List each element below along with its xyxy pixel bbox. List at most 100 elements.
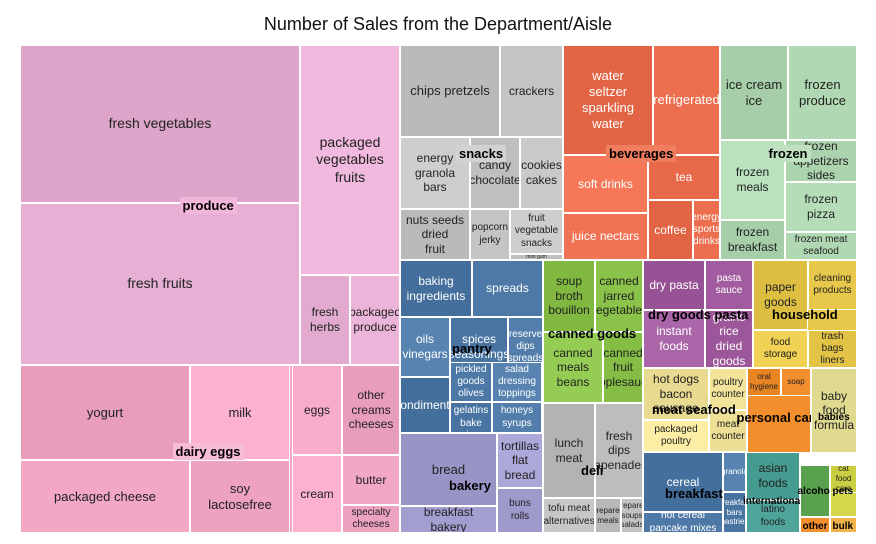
- treemap-cell-oils-vinegars[interactable]: oils vinegars: [400, 317, 450, 377]
- treemap-cell-label: meat counter: [711, 418, 745, 442]
- treemap-cell-canned-jarred-vegetables[interactable]: canned jarred vegetables: [595, 260, 643, 332]
- treemap-cell-trash-bags-liners[interactable]: trash bags liners: [808, 330, 857, 368]
- treemap-cell-lunch-meat[interactable]: lunch meat: [543, 403, 595, 498]
- treemap-cell-poultry-counter[interactable]: poultry counter: [709, 368, 747, 410]
- treemap-cell-fruit-vegetable-snacks[interactable]: fruit vegetable snacks: [510, 209, 563, 254]
- treemap-cell-packaged-poultry[interactable]: packaged poultry: [643, 420, 709, 452]
- treemap-cell-baking-ingredients[interactable]: baking ingredients: [400, 260, 472, 317]
- treemap-cell-latino-foods[interactable]: latino foods: [746, 500, 800, 533]
- treemap-cell-condiments[interactable]: condiments: [400, 377, 450, 433]
- treemap-cell-paper-goods[interactable]: paper goods: [753, 260, 808, 330]
- treemap-group-bulk: [830, 517, 857, 533]
- treemap-cell-energy-granola-bars[interactable]: energy granola bars: [400, 137, 470, 209]
- treemap-cell-asian-foods[interactable]: asian foods: [746, 452, 800, 500]
- treemap-cell-label: crackers: [508, 83, 555, 98]
- treemap-cell-fresh-fruits[interactable]: fresh fruits: [20, 203, 300, 365]
- treemap-cell-bread[interactable]: bread: [400, 433, 497, 506]
- treemap-cell-label: butter: [355, 472, 387, 487]
- treemap-cell-label: coffee: [654, 222, 687, 237]
- treemap-cell-ice-cream-ice[interactable]: ice cream ice: [720, 45, 788, 140]
- treemap-cell-chips-pretzels[interactable]: chips pretzels: [400, 45, 500, 137]
- treemap-cell-label: instant foods: [656, 324, 692, 353]
- treemap-cell-packaged-vegetables-fruits[interactable]: packaged vegetables fruits: [300, 45, 400, 275]
- treemap-cell-doughs-gelatins-bake-mixes[interactable]: doughs gelatins bake mixes: [450, 402, 492, 433]
- treemap-cell-tea[interactable]: tea: [648, 155, 720, 200]
- treemap-cell-fresh-dips-tapenades[interactable]: fresh dips tapenades: [595, 403, 643, 498]
- treemap-cell-prepared-soups-salads[interactable]: prepared soups salads: [621, 498, 643, 533]
- treemap-group-label-dry-goods-pasta: dry goods pasta: [648, 306, 749, 322]
- treemap-cell-coffee[interactable]: coffee: [648, 200, 693, 260]
- treemap-cell-grains-rice-dried-goods[interactable]: grains rice dried goods: [705, 310, 753, 368]
- treemap-cell-canned-fruit-applesauce[interactable]: canned fruit applesauce: [603, 332, 643, 403]
- treemap-cell-butter[interactable]: butter: [342, 455, 400, 505]
- treemap-cell-breakfast-bars-pastries[interactable]: breakfast bars pastries: [723, 492, 746, 533]
- treemap-cell-pickled-goods-olives[interactable]: pickled goods olives: [450, 362, 492, 402]
- treemap-cell-salad-dressing-toppings[interactable]: salad dressing toppings: [492, 362, 542, 402]
- treemap-cell-water-seltzer-sparkling-water[interactable]: water seltzer sparkling water: [563, 45, 653, 155]
- treemap-cell-soap[interactable]: soap: [781, 368, 811, 396]
- treemap-cell-prepared-meals[interactable]: prepared meals: [595, 498, 621, 533]
- treemap-cell-instant-foods[interactable]: instant foods: [643, 310, 705, 368]
- treemap-cell-soup-broth-bouillon[interactable]: soup broth bouillon: [543, 260, 595, 332]
- treemap-cell-juice-nectars[interactable]: juice nectars: [563, 213, 648, 260]
- treemap-cell-label: pickled goods olives: [455, 363, 487, 400]
- treemap-group-label-bakery: bakery: [449, 477, 491, 493]
- treemap-cell-hot-dogs-bacon-sausage[interactable]: hot dogs bacon sausage: [643, 368, 709, 420]
- treemap-cell-cat-food-care[interactable]: cat food care: [830, 465, 857, 493]
- treemap-cell-spreads[interactable]: spreads: [472, 260, 543, 317]
- treemap-cell-nuts-seeds-dried-fruit[interactable]: nuts seeds dried fruit: [400, 209, 470, 260]
- treemap-cell-specialty-cheeses[interactable]: specialty cheeses: [342, 505, 400, 533]
- treemap-cell-fresh-herbs[interactable]: fresh herbs: [300, 275, 350, 365]
- treemap-cell-label: fresh dips tapenades: [596, 428, 642, 472]
- treemap-cell-energy-sports-drinks[interactable]: energy sports drinks: [693, 200, 720, 260]
- treemap-cell-label: canned jarred vegetables: [596, 274, 642, 318]
- treemap-cell-tortillas-flat-bread[interactable]: tortillas flat bread: [497, 433, 543, 488]
- treemap-cell-oral-hygiene[interactable]: oral hygiene: [747, 368, 781, 396]
- treemap-group-label-meat-seafood: meat seafood: [652, 401, 736, 417]
- treemap-cell-label: dry pasta: [649, 277, 699, 292]
- treemap-cell-refrigerated[interactable]: refrigerated: [653, 45, 720, 155]
- treemap-cell-meat-counter[interactable]: meat counter: [709, 410, 747, 452]
- treemap-cell-tofu-meat-alternatives[interactable]: tofu meat alternatives: [543, 498, 595, 533]
- treemap-cell-label: spices seasonings: [451, 332, 507, 361]
- treemap-cell-popcorn-jerky[interactable]: popcorn jerky: [470, 209, 510, 260]
- treemap-cell-frozen-meat-seafood[interactable]: frozen meat seafood: [785, 232, 857, 260]
- treemap-cell-label: energy sports drinks: [694, 211, 719, 248]
- treemap-cell-packaged-cheese[interactable]: packaged cheese: [20, 460, 190, 533]
- treemap-cell-breakfast-bakery[interactable]: breakfast bakery: [400, 506, 497, 533]
- treemap-cell-eggs[interactable]: eggs: [292, 365, 342, 455]
- treemap-cell-pasta-sauce[interactable]: pasta sauce: [705, 260, 753, 310]
- treemap-cell-frozen-breakfast[interactable]: frozen breakfast: [720, 220, 785, 260]
- treemap-cell-label: oral hygiene: [749, 372, 779, 391]
- treemap-cell-cereal[interactable]: cereal: [643, 452, 723, 512]
- treemap-group-label-personal-care: personal care: [736, 409, 822, 425]
- treemap-cell-other-creams-cheeses[interactable]: other creams cheeses: [342, 365, 400, 455]
- treemap-cell-label: fresh herbs: [309, 305, 341, 334]
- treemap-cell-canned-meals-beans[interactable]: canned meals beans: [543, 332, 603, 403]
- treemap-cell-label: soy lactosefree: [208, 480, 272, 512]
- treemap-cell-soy-lactosefree[interactable]: soy lactosefree: [190, 460, 290, 533]
- treemap-cell-granola[interactable]: granola: [723, 452, 746, 492]
- treemap-cell-honeys-syrups[interactable]: honeys syrups: [492, 402, 542, 433]
- treemap-cell-packaged-produce[interactable]: packaged produce: [350, 275, 400, 365]
- treemap-cell-crackers[interactable]: crackers: [500, 45, 563, 137]
- treemap-cell-hot-cereal-pancake-mixes[interactable]: hot cereal pancake mixes: [643, 512, 723, 533]
- treemap-cell-baby-food-formula[interactable]: baby food formula: [811, 368, 857, 453]
- treemap-group-alcohol: [800, 465, 830, 517]
- treemap-cell-yogurt[interactable]: yogurt: [20, 365, 190, 460]
- treemap-group-label-beverages: beverages: [606, 144, 677, 162]
- treemap-cell-label: yogurt: [86, 404, 124, 420]
- treemap-cell-cream[interactable]: cream: [292, 455, 342, 533]
- treemap-cell-label: frozen meat seafood: [794, 233, 848, 257]
- treemap-cell-frozen-produce[interactable]: frozen produce: [788, 45, 857, 140]
- treemap-cell-fresh-vegetables[interactable]: fresh vegetables: [20, 45, 300, 203]
- treemap-cell-label: canned fruit applesauce: [604, 345, 642, 389]
- treemap-cell-soft-drinks[interactable]: soft drinks: [563, 155, 648, 213]
- treemap-cell-cleaning-products[interactable]: cleaning products: [808, 260, 857, 310]
- treemap-cell-cookies-cakes[interactable]: cookies cakes: [520, 137, 563, 209]
- treemap-cell-food-storage[interactable]: food storage: [753, 330, 808, 368]
- treemap-cell-buns-rolls[interactable]: buns rolls: [497, 488, 543, 533]
- treemap-cell-dry-pasta[interactable]: dry pasta: [643, 260, 705, 310]
- treemap-cell-mint-gum[interactable]: mint gum: [510, 254, 563, 260]
- treemap-cell-frozen-pizza[interactable]: frozen pizza: [785, 182, 857, 232]
